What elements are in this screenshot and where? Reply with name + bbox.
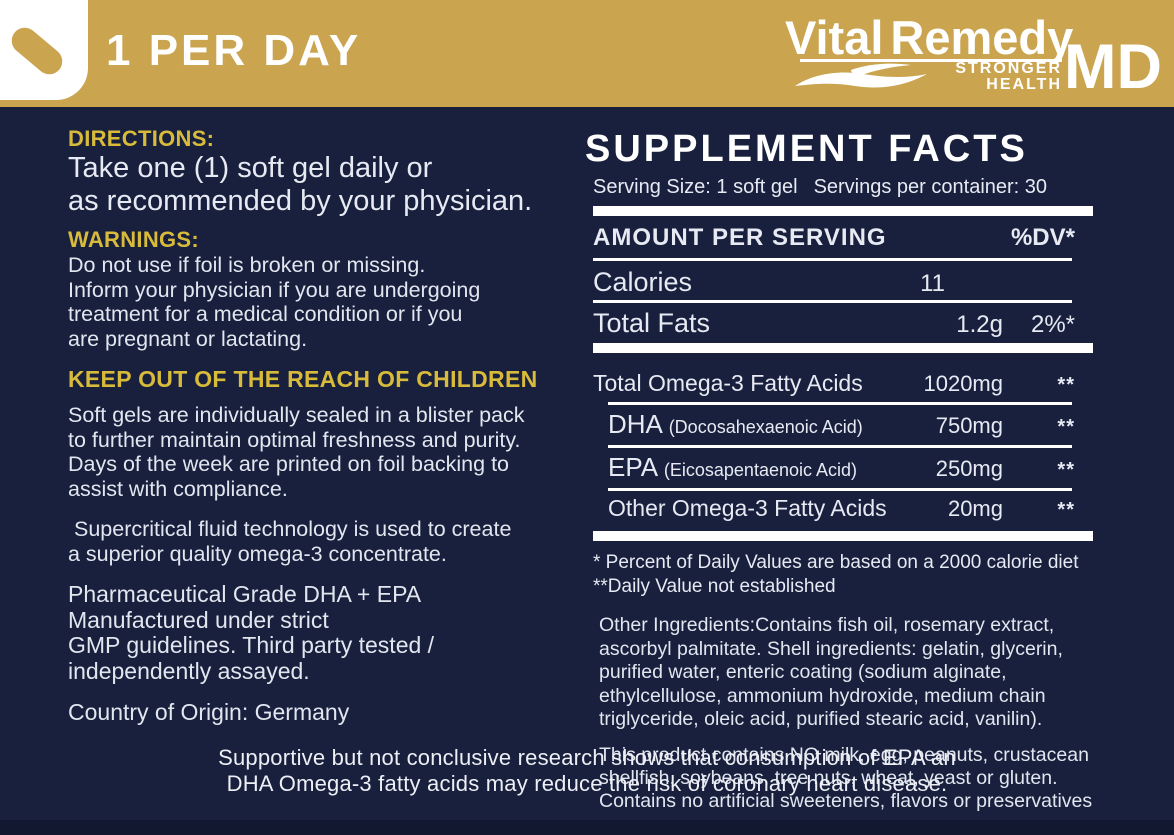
row-value: 250mg <box>935 456 1003 481</box>
capsule-icon <box>6 22 68 80</box>
ingredients-line: ethylcellulose, ammonium hydroxide, medi… <box>599 684 1046 707</box>
tagline-line2: HEALTH <box>986 76 1062 93</box>
ingredients-line: ascorbyl palmitate. Shell ingredients: g… <box>599 637 1063 660</box>
other-ingredients-paragraph: Other Ingredients:Contains fish oil, ros… <box>593 614 1093 732</box>
serving-info: Serving Size: 1 soft gel Servings per con… <box>593 176 1093 199</box>
brand-underline <box>800 59 1062 62</box>
warnings-line: are pregnant or lactating. <box>68 326 308 351</box>
allergen-paragraph: This product contains NO milk, egg, pean… <box>593 744 1093 813</box>
table-row: DHA (Docosahexaenoic Acid) 750mg ** <box>593 405 1093 445</box>
row-dv: ** <box>1057 416 1075 438</box>
row-value: 20mg <box>947 496 1003 521</box>
amount-per-serving-header: AMOUNT PER SERVING <box>593 224 887 251</box>
row-label: Other Omega-3 Fatty Acids <box>608 495 887 521</box>
brand-tagline: STRONGER HEALTH <box>930 61 1062 93</box>
divider-rule <box>608 488 1072 491</box>
row-dv: ** <box>1057 459 1075 481</box>
divider-rule <box>593 258 1072 261</box>
row-value: 1020mg <box>923 371 1003 396</box>
fda-disclaimer: Supportive but not conclusive research s… <box>0 745 1174 797</box>
brand-wordmark: Vital Remedy <box>785 10 1073 65</box>
serving-size: Serving Size: 1 soft gel <box>593 176 798 198</box>
allergen-line: Contains no artificial sweeteners, flavo… <box>599 789 1093 812</box>
origin-line: Country of Origin: Germany <box>68 699 350 725</box>
brand-name-part2: Remedy <box>890 11 1074 64</box>
total-fats-dv: 2%* <box>1030 311 1075 338</box>
disclaimer-line: DHA Omega-3 fatty acids may reduce the r… <box>226 771 948 796</box>
row-dv: ** <box>1057 499 1075 521</box>
header-band: 1 PER DAY Vital Remedy STRONGER HEALTH MD <box>0 0 1174 107</box>
ingredients-line: triglyceride, oleic acid, purified stear… <box>599 708 1043 730</box>
blister-line: assist with compliance. <box>68 476 288 501</box>
divider-bar <box>593 206 1093 216</box>
grade-line: Manufactured under strict <box>68 606 329 633</box>
calories-label: Calories <box>593 267 693 297</box>
calories-row: Calories 11 <box>593 261 1093 300</box>
blister-line: Soft gels are individually sealed in a b… <box>68 403 525 427</box>
bottom-edge-strip <box>0 820 1174 835</box>
supercritical-paragraph: Supercritical fluid technology is used t… <box>68 517 588 566</box>
allergen-line: shellfish, soybeans, tree nuts, wheat, y… <box>599 766 1058 789</box>
grade-paragraph: Pharmaceutical Grade DHA + EPA Manufactu… <box>68 581 588 684</box>
facts-header-row: AMOUNT PER SERVING %DV* <box>593 224 1093 258</box>
warnings-heading: WARNINGS: <box>68 227 200 252</box>
warnings-line: treatment for a medical condition or if … <box>68 302 463 326</box>
directions-heading: DIRECTIONS: <box>68 126 215 151</box>
row-value: 750mg <box>935 413 1003 438</box>
blister-line: Days of the week are printed on foil bac… <box>68 452 510 476</box>
grade-line: independently assayed. <box>68 657 310 684</box>
blister-paragraph: Soft gels are individually sealed in a b… <box>68 403 588 501</box>
disclaimer-line: Supportive but not conclusive research s… <box>218 745 956 770</box>
blister-line: to further maintain optimal freshness an… <box>68 427 521 452</box>
table-row: EPA (Eicosapentaenoic Acid) 250mg ** <box>593 448 1093 488</box>
divider-bar <box>593 343 1093 353</box>
ingredients-line: Other Ingredients:Contains fish oil, ros… <box>599 614 1055 636</box>
pill-tab <box>0 0 88 100</box>
warnings-line: Inform your physician if you are undergo… <box>68 277 481 302</box>
row-label: EPA (Eicosapentaenoic Acid) <box>608 452 858 482</box>
supercritical-line: a superior quality omega-3 concentrate. <box>68 541 447 566</box>
swoosh-icon <box>795 63 927 88</box>
supercritical-line: Supercritical fluid technology is used t… <box>74 517 512 541</box>
brand-suffix: MD <box>1064 32 1162 102</box>
divider-rule <box>593 300 1072 303</box>
row-label: Total Omega-3 Fatty Acids <box>593 370 863 396</box>
footnotes: * Percent of Daily Values are based on a… <box>593 551 1093 599</box>
allergen-line: This product contains NO milk, egg, pean… <box>599 743 1089 766</box>
divider-rule <box>608 445 1072 448</box>
warnings-line: Do not use if foil is broken or missing. <box>68 253 426 277</box>
supplement-facts-panel: SUPPLEMENT FACTS Serving Size: 1 soft ge… <box>585 128 1093 813</box>
footnote-established: **Daily Value not established <box>593 576 836 597</box>
table-row: Other Omega-3 Fatty Acids 20mg ** <box>593 491 1093 527</box>
dv-header: %DV* <box>1010 224 1075 251</box>
total-fats-value: 1.2g <box>956 311 1003 338</box>
servings-per-container: Servings per container: 30 <box>813 176 1048 198</box>
total-fats-label: Total Fats <box>593 308 711 338</box>
grade-line: Pharmaceutical Grade DHA + EPA <box>68 581 422 607</box>
row-label: DHA (Docosahexaenoic Acid) <box>608 409 863 439</box>
ingredients-line: purified water, enteric coating (sodium … <box>599 661 1007 683</box>
footnote-dv: * Percent of Daily Values are based on a… <box>593 552 1079 573</box>
left-column: DIRECTIONS: Take one (1) soft gel daily … <box>68 126 588 725</box>
omega-table: Total Omega-3 Fatty Acids 1020mg ** DHA … <box>593 366 1093 527</box>
divider-rule <box>608 402 1072 405</box>
dose-badge: 1 PER DAY <box>106 26 362 75</box>
directions-line: Take one (1) soft gel daily or <box>68 152 433 184</box>
keep-out-heading: KEEP OUT OF THE REACH OF CHILDREN <box>68 366 538 392</box>
total-fats-row: Total Fats 1.2g 2%* <box>593 303 1093 343</box>
calories-value: 11 <box>920 270 945 297</box>
tagline-line1: STRONGER <box>955 60 1062 77</box>
divider-bar <box>593 531 1093 541</box>
table-row: Total Omega-3 Fatty Acids 1020mg ** <box>593 366 1093 402</box>
grade-line: GMP guidelines. Third party tested / <box>68 632 435 658</box>
row-dv: ** <box>1057 374 1075 396</box>
facts-title: SUPPLEMENT FACTS <box>585 128 1028 170</box>
brand-name-part1: Vital <box>785 11 884 64</box>
directions-line: as recommended by your physician. <box>68 185 533 217</box>
